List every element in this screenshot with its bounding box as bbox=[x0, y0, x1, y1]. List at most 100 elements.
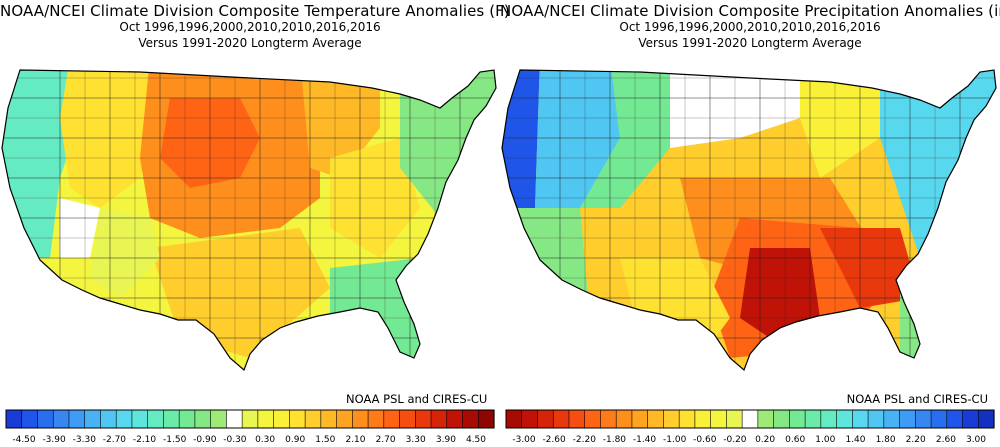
colorbar-swatch bbox=[131, 409, 149, 429]
colorbar-swatch bbox=[694, 409, 712, 429]
colorbar-swatch bbox=[773, 409, 790, 429]
colorbar-swatch bbox=[663, 409, 680, 429]
panel-baseline: Versus 1991-2020 Longterm Average bbox=[638, 36, 862, 50]
colorbar-swatch bbox=[100, 409, 117, 429]
colorbar-tick-label: 4.50 bbox=[466, 435, 486, 445]
colorbar-swatch bbox=[430, 409, 448, 429]
colorbar-swatch bbox=[726, 409, 743, 429]
colorbar-swatch bbox=[399, 409, 416, 429]
colorbar-swatch bbox=[462, 409, 479, 429]
colorbar-swatch bbox=[84, 409, 102, 429]
colorbar-swatch bbox=[115, 409, 133, 429]
colorbar-swatch bbox=[477, 409, 495, 429]
colorbar-tick-label: 1.50 bbox=[315, 435, 335, 445]
colorbar-swatch bbox=[615, 409, 633, 429]
colorbar-swatch bbox=[367, 409, 385, 429]
colorbar-tick-label: 3.00 bbox=[966, 435, 986, 445]
colorbar-swatch bbox=[194, 409, 212, 429]
colorbar-tick-label: 0.30 bbox=[255, 435, 275, 445]
precipitation-panel: NOAA/NCEI Climate Division Composite Pre… bbox=[500, 0, 1000, 447]
colorbar-tick-label: -2.60 bbox=[542, 435, 566, 445]
colorbar-swatch bbox=[210, 409, 227, 429]
panel-title: NOAA/NCEI Climate Division Composite Tem… bbox=[0, 2, 510, 20]
colorbar-swatch bbox=[552, 409, 570, 429]
colorbar-tick-label: 0.90 bbox=[285, 435, 305, 445]
colorbar-tick-label: -0.30 bbox=[223, 435, 247, 445]
colorbar-tick-label: -3.90 bbox=[42, 435, 66, 445]
temperature-anomaly-map bbox=[1, 69, 497, 372]
colorbar-swatch bbox=[804, 409, 822, 429]
credit-label: NOAA PSL and CIRES-CU bbox=[346, 392, 488, 406]
precipitation-colorbar: -3.00 -2.60 -2.20 -1.80 -1.40 -1.00 -0.60 -0.20… bbox=[505, 409, 995, 445]
panel-title: NOAA/NCEI Climate Division Composite Pre… bbox=[500, 2, 1000, 20]
colorbar-swatch bbox=[899, 409, 916, 429]
colorbar-tick-label: -4.50 bbox=[12, 435, 36, 445]
colorbar-tick-label: 2.10 bbox=[345, 435, 365, 445]
colorbar-swatch bbox=[710, 409, 727, 429]
colorbar-swatch bbox=[946, 409, 964, 429]
colorbar-swatch bbox=[977, 409, 995, 429]
colorbar-tick-label: -2.10 bbox=[133, 435, 157, 445]
colorbar-tick-label: 2.70 bbox=[376, 435, 396, 445]
colorbar-swatch bbox=[289, 409, 306, 429]
colorbar-swatch bbox=[836, 409, 853, 429]
colorbar-frame bbox=[505, 409, 995, 429]
colorbar-swatch bbox=[883, 409, 901, 429]
precipitation-anomaly-map bbox=[501, 69, 997, 372]
colorbar-swatch bbox=[757, 409, 775, 429]
colorbar-tick-label: 3.90 bbox=[436, 435, 456, 445]
colorbar-tick-label: -3.00 bbox=[512, 435, 536, 445]
colorbar-frame bbox=[5, 409, 495, 429]
colorbar-swatch bbox=[414, 409, 432, 429]
colorbar-swatch bbox=[537, 409, 554, 429]
colorbar-swatch bbox=[741, 409, 759, 429]
colorbar-tick-label: 1.40 bbox=[845, 435, 865, 445]
colorbar-swatch bbox=[147, 409, 165, 429]
colorbar-tick-label: 1.00 bbox=[815, 435, 835, 445]
colorbar-swatch bbox=[383, 409, 401, 429]
colorbar-swatch bbox=[631, 409, 649, 429]
colorbar-swatch bbox=[789, 409, 806, 429]
colorbar-swatch bbox=[273, 409, 290, 429]
colorbar-tick-label: -3.30 bbox=[73, 435, 97, 445]
colorbar-tick-label: -1.00 bbox=[663, 435, 687, 445]
colorbar-swatch bbox=[21, 409, 39, 429]
colorbar-tick-label: -1.80 bbox=[603, 435, 627, 445]
colorbar-swatch bbox=[678, 409, 696, 429]
colorbar-tick-label: -2.20 bbox=[573, 435, 597, 445]
colorbar-swatch bbox=[178, 409, 196, 429]
panel-subtitle: Oct 1996,1996,2000,2010,2010,2016,2016 bbox=[119, 20, 381, 34]
colorbar-tick-label: -2.70 bbox=[103, 435, 127, 445]
temperature-panel: NOAA/NCEI Climate Division Composite Tem… bbox=[0, 2, 510, 445]
colorbar-swatch bbox=[37, 409, 54, 429]
colorbar-swatch bbox=[336, 409, 353, 429]
colorbar-swatch bbox=[5, 409, 23, 429]
colorbar-tick-label: 2.20 bbox=[906, 435, 926, 445]
colorbar-swatch bbox=[446, 409, 464, 429]
colorbar-swatch bbox=[584, 409, 602, 429]
colorbar-swatch bbox=[304, 409, 322, 429]
colorbar-tick-label: 2.60 bbox=[936, 435, 956, 445]
colorbar-swatch bbox=[352, 409, 369, 429]
colorbar-tick-label: -0.20 bbox=[723, 435, 747, 445]
credit-label: NOAA PSL and CIRES-CU bbox=[846, 392, 988, 406]
colorbar-swatch bbox=[241, 409, 259, 429]
colorbar-swatch bbox=[163, 409, 180, 429]
colorbar-tick-label: 0.20 bbox=[755, 435, 775, 445]
colorbar-swatch bbox=[600, 409, 617, 429]
colorbar-tick-label: 3.30 bbox=[406, 435, 426, 445]
colorbar-tick-label: -1.40 bbox=[633, 435, 657, 445]
colorbar-swatch bbox=[867, 409, 885, 429]
colorbar-swatch bbox=[852, 409, 869, 429]
colorbar-tick-label: -0.60 bbox=[693, 435, 717, 445]
colorbar-swatch bbox=[962, 409, 979, 429]
colorbar-tick-label: -1.50 bbox=[163, 435, 187, 445]
colorbar-swatch bbox=[930, 409, 948, 429]
panel-subtitle: Oct 1996,1996,2000,2010,2010,2016,2016 bbox=[619, 20, 881, 34]
colorbar-tick-label: 0.60 bbox=[785, 435, 805, 445]
colorbar-swatch bbox=[568, 409, 586, 429]
colorbar-swatch bbox=[226, 409, 243, 429]
colorbar-swatch bbox=[505, 409, 523, 429]
panel-baseline: Versus 1991-2020 Longterm Average bbox=[138, 36, 362, 50]
temperature-colorbar: -4.50 -3.90 -3.30 -2.70 -2.10 -1.50 -0.90 -0.30… bbox=[5, 409, 495, 445]
